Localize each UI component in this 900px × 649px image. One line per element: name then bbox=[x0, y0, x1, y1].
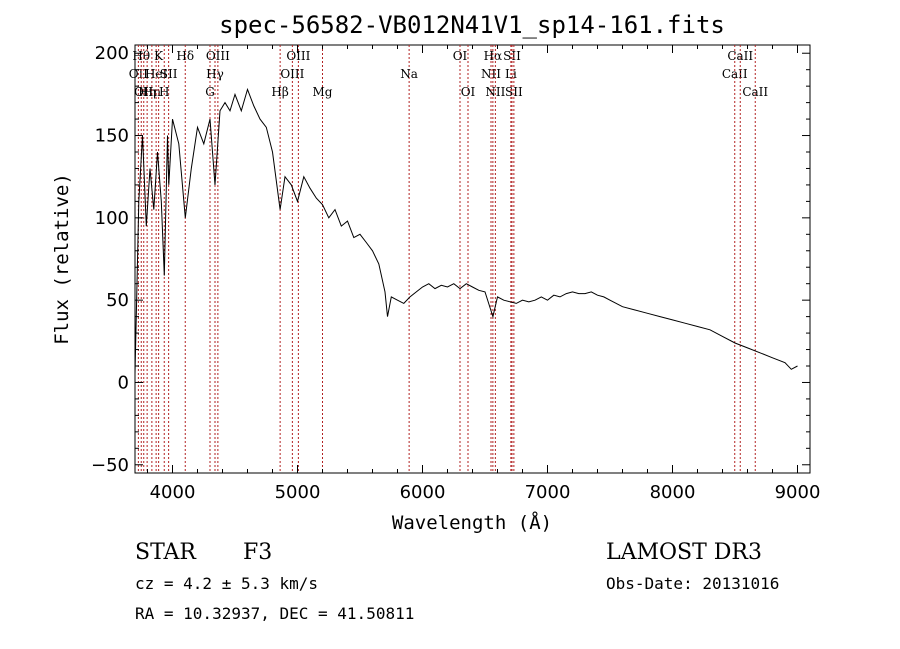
x-tick-label-0: 4000 bbox=[150, 482, 196, 503]
line-label-12: OIII bbox=[206, 49, 230, 63]
coords-text: RA = 10.32937, DEC = 41.50811 bbox=[135, 604, 414, 623]
chart-title: spec-56582-VB012N41V1_sp14-161.fits bbox=[219, 11, 725, 39]
line-label-23: Li bbox=[505, 67, 517, 81]
line-label-21: Hα bbox=[484, 49, 503, 63]
x-tick-label-5: 9000 bbox=[775, 482, 821, 503]
axis-ticks: 4000 5000 6000 7000 8000 9000 −50 0 50 100 150 200 bbox=[91, 43, 820, 503]
line-label-10: G bbox=[205, 85, 215, 99]
plot-frame bbox=[134, 44, 811, 474]
object-class: STAR bbox=[135, 540, 197, 565]
object-subclass: F3 bbox=[243, 540, 272, 565]
line-label-4: Hn bbox=[143, 85, 161, 99]
line-label-8: SII bbox=[160, 67, 178, 81]
line-label-16: Mg bbox=[313, 85, 333, 99]
y-axis-label: Flux (relative) bbox=[51, 173, 73, 345]
line-label-1: Hθ bbox=[132, 49, 150, 63]
x-tick-label-2: 6000 bbox=[400, 482, 446, 503]
y-tick-label-0: −50 bbox=[91, 455, 129, 476]
y-tick-label-1: 0 bbox=[118, 372, 129, 393]
line-label-3: Hη bbox=[138, 85, 156, 99]
line-label-17: Na bbox=[400, 67, 418, 81]
line-label-5: HeI bbox=[145, 67, 168, 81]
line-label-25: SII bbox=[505, 85, 523, 99]
line-label-22: NII bbox=[485, 85, 505, 99]
redshift-text: cz = 4.2 ± 5.3 km/s bbox=[135, 574, 318, 593]
line-label-2: OII bbox=[134, 85, 154, 99]
x-tick-label-4: 8000 bbox=[650, 482, 696, 503]
x-tick-label-3: 7000 bbox=[525, 482, 571, 503]
y-tick-label-4: 150 bbox=[95, 126, 129, 147]
y-tick-label-2: 50 bbox=[106, 290, 129, 311]
line-label-24: SII bbox=[503, 49, 521, 63]
x-axis-label: Wavelength (Å) bbox=[392, 511, 552, 534]
survey-name: LAMOST DR3 bbox=[606, 540, 762, 565]
line-label-28: CaII bbox=[742, 85, 768, 99]
line-label-27: CaII bbox=[727, 49, 753, 63]
line-label-11: Hγ bbox=[206, 67, 224, 81]
line-label-19: OI bbox=[461, 85, 476, 99]
line-label-20: NII bbox=[481, 67, 501, 81]
line-label-13: Hβ bbox=[271, 85, 288, 99]
line-label-7: H bbox=[159, 85, 169, 99]
x-tick-label-1: 5000 bbox=[275, 482, 321, 503]
obs-date-text: Obs-Date: 20131016 bbox=[606, 574, 779, 593]
line-label-9: Hδ bbox=[176, 49, 194, 63]
spectral-line-markers: OIIHθOIIHηHnHeIKHSIIHδGHγOIIIHβOIIIOIIIM… bbox=[129, 45, 768, 473]
y-tick-label-5: 200 bbox=[95, 43, 129, 64]
line-label-26: CaII bbox=[722, 67, 748, 81]
line-label-14: OIII bbox=[280, 67, 304, 81]
line-label-6: K bbox=[154, 49, 164, 63]
line-label-15: OIII bbox=[286, 49, 310, 63]
line-label-18: OI bbox=[453, 49, 468, 63]
spectrum-series-line bbox=[134, 87, 798, 375]
y-tick-label-3: 100 bbox=[95, 208, 129, 229]
